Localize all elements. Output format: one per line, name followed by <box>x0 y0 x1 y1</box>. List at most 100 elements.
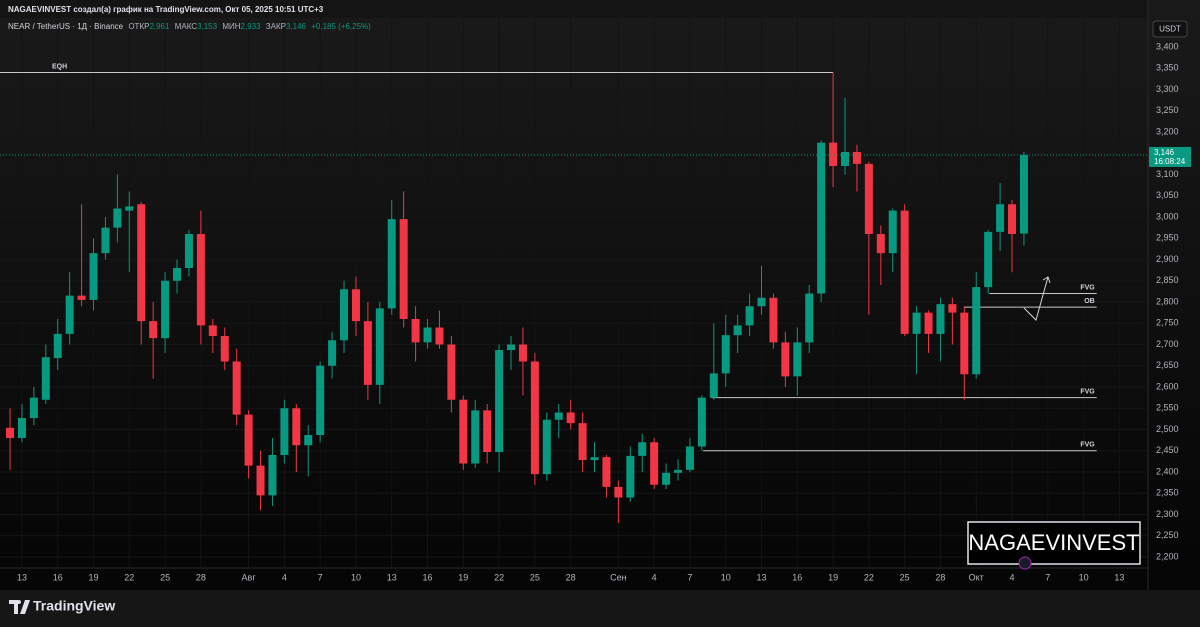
countdown: 16:08:24 <box>1154 157 1186 166</box>
candle-body <box>387 219 396 309</box>
x-tick-label: 10 <box>1079 572 1089 582</box>
x-tick-label: 22 <box>124 572 134 582</box>
low-label: МИН <box>222 22 240 31</box>
candle-body <box>340 289 349 341</box>
x-tick-label: 4 <box>1010 572 1015 582</box>
candle-body <box>173 268 182 281</box>
brand: TradingView <box>33 598 115 614</box>
x-tick-label: 13 <box>1114 572 1124 582</box>
y-tick-label: 3,050 <box>1156 190 1179 200</box>
candle-body <box>495 350 504 453</box>
candles-layer <box>0 72 1148 523</box>
y-tick-label: 2,600 <box>1156 381 1179 391</box>
symbol-legend: NEAR / TetherUS · 1Д · Binance ОТКР2,961… <box>8 22 371 31</box>
candle-body <box>208 325 217 336</box>
indicator-icon[interactable] <box>1018 556 1032 570</box>
x-tick-label: 25 <box>900 572 910 582</box>
candle-body <box>483 410 492 453</box>
brand-logo <box>9 600 30 614</box>
candle-body <box>602 457 611 487</box>
close-value: 3,146 <box>286 22 307 31</box>
x-tick-label: 19 <box>458 572 468 582</box>
y-tick-label: 2,850 <box>1156 275 1179 285</box>
candle-body <box>459 399 468 464</box>
candle-body <box>674 469 683 473</box>
y-tick-label: 2,750 <box>1156 318 1179 328</box>
projection-arrow <box>1023 276 1049 321</box>
close-label: ЗАКР <box>266 22 286 31</box>
candle-body <box>113 208 122 228</box>
candle-body <box>805 293 814 343</box>
candle-body <box>650 442 659 485</box>
candle-body <box>769 297 778 343</box>
y-tick-label: 3,000 <box>1156 211 1179 221</box>
top-bar <box>0 0 1148 18</box>
level-label: FVG <box>1080 442 1095 449</box>
candle-body <box>793 342 802 377</box>
y-tick-label: 2,500 <box>1156 424 1179 434</box>
axes-layer: 2,200 2,250 2,300 2,350 2,400 2,450 2,500 2,550… <box>17 41 1191 582</box>
x-tick-label: 7 <box>1045 572 1050 582</box>
candle-body <box>161 280 170 339</box>
x-tick-label: 10 <box>351 572 361 582</box>
credit: NAGAEVINVEST создал(а) график на Trading… <box>8 5 324 14</box>
candle-body <box>29 397 38 419</box>
candle-body <box>65 295 74 334</box>
candle-body <box>1008 204 1017 234</box>
candle-body <box>41 357 50 400</box>
y-tick-label: 2,350 <box>1156 488 1179 498</box>
candle-body <box>125 206 134 211</box>
candle-body <box>280 408 289 455</box>
y-tick-label: 3,250 <box>1156 105 1179 115</box>
footer <box>0 590 1200 627</box>
candle-body <box>77 295 86 300</box>
candle-body <box>900 210 909 334</box>
candle-body <box>662 472 671 485</box>
y-tick-label: 2,400 <box>1156 466 1179 476</box>
candle-body <box>375 308 384 385</box>
level-label: FVG <box>1080 284 1095 291</box>
level-label: FVG <box>1080 388 1095 395</box>
x-tick-label: Сен <box>610 572 627 582</box>
candle-body <box>578 423 587 461</box>
level-label: EQH <box>52 63 67 70</box>
last-price-box <box>1149 146 1191 167</box>
candle-body <box>924 312 933 334</box>
candle-body <box>829 142 838 166</box>
x-tick-label: 4 <box>652 572 657 582</box>
change: +0,185 (+6,25%) <box>311 22 371 31</box>
candle-body <box>363 321 372 385</box>
x-tick-label: 28 <box>566 572 576 582</box>
y-tick-label: 2,650 <box>1156 360 1179 370</box>
candle-body <box>244 414 253 466</box>
x-tick-label: 4 <box>282 572 287 582</box>
low-value: 2,933 <box>241 22 262 31</box>
watermark-box <box>967 521 1141 565</box>
y-tick-label: 2,950 <box>1156 233 1179 243</box>
candle-body <box>232 361 241 415</box>
open-label: ОТКР <box>128 22 149 31</box>
y-tick-label: 3,100 <box>1156 169 1179 179</box>
candle-body <box>685 446 694 470</box>
candle-body <box>399 219 408 319</box>
currency-box[interactable] <box>1152 20 1188 38</box>
candle-body <box>137 204 146 322</box>
chart-background <box>0 0 1200 590</box>
grid-layer <box>0 18 1148 568</box>
x-tick-label: 28 <box>196 572 206 582</box>
candle-body <box>841 151 850 166</box>
y-tick-label: 2,550 <box>1156 403 1179 413</box>
y-tick-label: 2,250 <box>1156 530 1179 540</box>
currency[interactable]: USDT <box>1159 25 1181 34</box>
symbol: NEAR / TetherUS · 1Д · Binance <box>8 22 124 31</box>
candle-body <box>530 361 539 475</box>
candle-body <box>268 455 277 496</box>
y-tick-label: 2,700 <box>1156 339 1179 349</box>
last-price-label: 3,146 <box>1154 148 1175 157</box>
candle-body <box>220 336 229 362</box>
candle-body <box>638 442 647 456</box>
watermark: NAGAEVINVEST <box>968 530 1139 555</box>
levels-layer: EQH FVG OB FVG FVG <box>0 63 1097 452</box>
x-tick-label: 16 <box>53 572 63 582</box>
